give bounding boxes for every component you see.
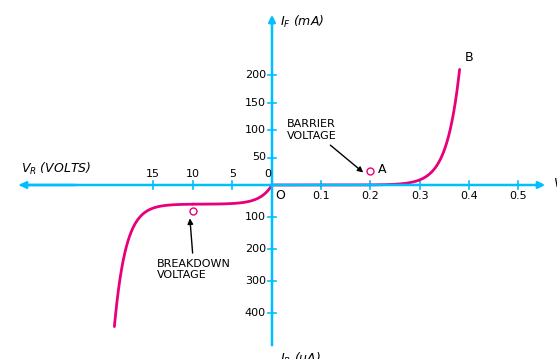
Text: 15: 15 <box>146 169 160 179</box>
Text: $V_R$ (VOLTS): $V_R$ (VOLTS) <box>21 161 91 177</box>
Text: 300: 300 <box>245 276 266 286</box>
Text: A: A <box>378 163 387 176</box>
Text: 0.4: 0.4 <box>460 191 478 201</box>
Text: BARRIER
VOLTAGE: BARRIER VOLTAGE <box>287 119 362 172</box>
Text: O: O <box>275 189 285 202</box>
Text: 200: 200 <box>245 70 266 80</box>
Text: 0.1: 0.1 <box>312 191 330 201</box>
Text: 400: 400 <box>245 308 266 318</box>
Text: B: B <box>465 51 473 64</box>
Text: $I_R$ (μA): $I_R$ (μA) <box>280 350 321 359</box>
Text: 5: 5 <box>229 169 236 179</box>
Text: 0.2: 0.2 <box>361 191 379 201</box>
Text: 100: 100 <box>245 212 266 222</box>
Text: 0.5: 0.5 <box>509 191 527 201</box>
Text: $I_F$ (mA): $I_F$ (mA) <box>280 14 324 30</box>
Text: 10: 10 <box>185 169 199 179</box>
Text: 200: 200 <box>245 244 266 254</box>
Text: 150: 150 <box>245 98 266 107</box>
Text: 0.3: 0.3 <box>411 191 428 201</box>
Text: 100: 100 <box>245 125 266 135</box>
Text: 50: 50 <box>252 153 266 163</box>
Text: $V_F$ (VOLTS): $V_F$ (VOLTS) <box>553 176 557 192</box>
Text: BREAKDOWN
VOLTAGE: BREAKDOWN VOLTAGE <box>157 220 231 280</box>
Text: 0: 0 <box>265 169 271 179</box>
